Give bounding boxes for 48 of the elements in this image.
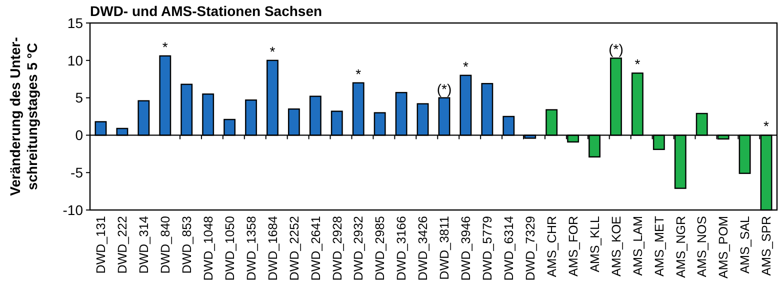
y-tick-label: 10 (67, 52, 84, 68)
x-tick-label: DWD_2641 (308, 216, 323, 281)
x-tick-label: DWD_131 (94, 216, 108, 274)
annotation: * (356, 66, 362, 82)
x-tick-label: AMS_SPR (760, 216, 774, 276)
annotation: * (462, 58, 469, 74)
annotation: * (270, 43, 276, 60)
annotation: * (764, 118, 770, 134)
x-tick-label: DWD_1684 (266, 216, 280, 281)
x-tick-label: DWD_2932 (352, 216, 366, 281)
x-tick-label: AMS_SAL (738, 216, 752, 274)
x-tick-label: AMS_FOR (566, 216, 580, 276)
x-tick-label: DWD_853 (180, 216, 194, 274)
x-tick-label: AMS_CHR (544, 216, 559, 278)
x-tick-label: AMS_MET (652, 216, 666, 276)
x-tick-label: DWD_314 (137, 216, 152, 274)
y-tick-label: -10 (62, 202, 84, 218)
x-tick-label: DWD_2928 (330, 216, 344, 281)
x-tick-label: DWD_3946 (459, 216, 474, 281)
y-tick-label: -5 (70, 164, 84, 180)
x-tick-label: DWD_1048 (201, 216, 216, 281)
x-tick-label: AMS_POM (716, 216, 731, 279)
x-tick-label: DWD_6314 (502, 216, 516, 281)
x-tick-label: AMS_NGR (674, 216, 688, 278)
x-tick-label: DWD_2252 (287, 216, 302, 281)
x-tick-label: AMS_NOS (695, 216, 710, 278)
annotation: * (162, 38, 168, 55)
y-tick-label: 0 (75, 127, 84, 144)
y-tick-label: 5 (75, 90, 84, 106)
x-tick-label: DWD_1050 (222, 216, 237, 281)
y-tick-label: 15 (67, 14, 84, 31)
chart-title: DWD- und AMS-Stationen Sachsen (90, 3, 322, 19)
annotation: * (634, 56, 641, 72)
x-tick-label: DWD_3166 (394, 216, 409, 281)
x-tick-label: AMS_KOE (609, 216, 624, 276)
x-tick-label: DWD_7329 (523, 216, 538, 281)
x-tick-label: DWD_840 (158, 216, 173, 274)
x-tick-label: DWD_3811 (438, 216, 452, 280)
x-tick-label: AMS_LAM (630, 216, 645, 276)
annotation: (*) (608, 41, 624, 58)
y-axis-title: Veränderung des Unter- schreitungstages 5 °C (7, 36, 40, 196)
annotation: (*) (436, 80, 452, 97)
x-tick-label: DWD_5779 (480, 216, 495, 281)
x-tick-label: AMS_KLL (588, 216, 602, 272)
x-tick-label: DWD_2985 (373, 216, 388, 281)
x-tick-label: DWD_222 (116, 216, 130, 274)
x-tick-label: DWD_3426 (416, 216, 430, 281)
x-tick-label: DWD_1358 (244, 216, 258, 281)
